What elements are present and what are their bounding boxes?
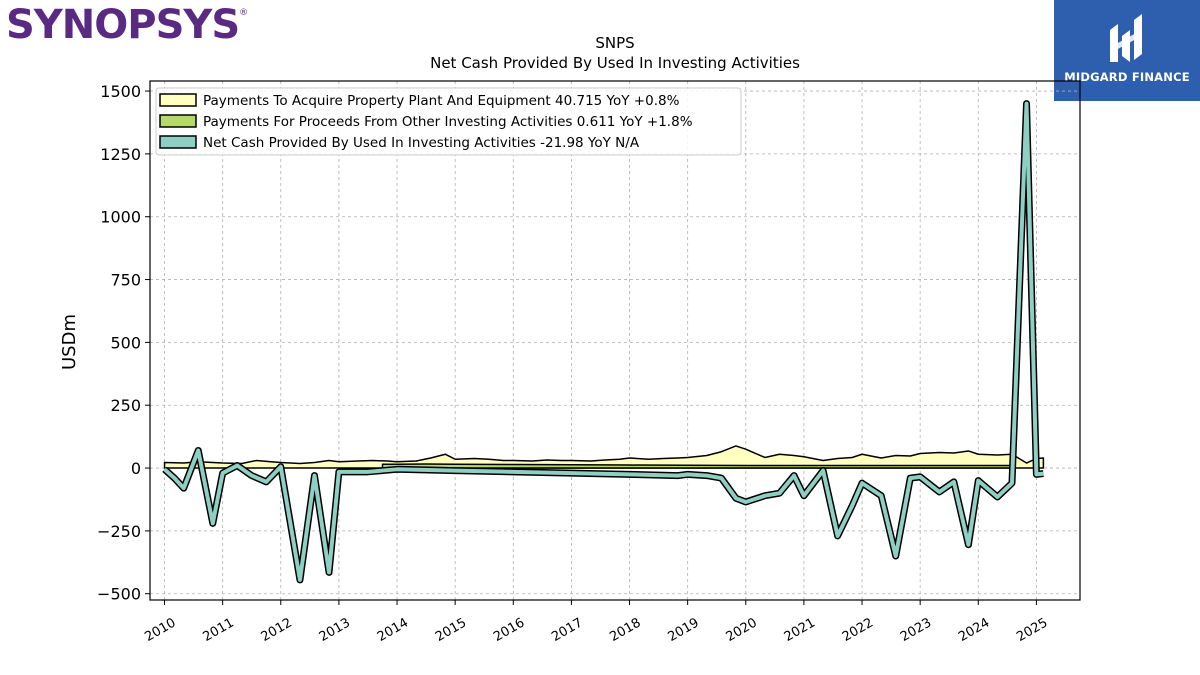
y-tick-label: 500 — [110, 333, 141, 352]
legend-label: Net Cash Provided By Used In Investing A… — [203, 135, 640, 151]
y-tick-label: 1000 — [100, 208, 141, 227]
y-tick-label: −500 — [97, 585, 141, 604]
series-area-other-investing — [381, 463, 1013, 469]
series-outline-net-cash — [162, 100, 1044, 584]
chart-title: SNPS — [595, 34, 634, 52]
series-area-capex — [163, 445, 1045, 469]
legend-label: Payments For Proceeds From Other Investi… — [203, 114, 693, 130]
legend-box — [155, 87, 742, 156]
y-tick-label: 1500 — [100, 82, 141, 101]
x-tick-label: 2018 — [607, 615, 643, 645]
midgard-finance-badge: MIDGARD FINANCE — [1054, 0, 1200, 101]
legend-swatch — [159, 135, 197, 149]
x-tick-label: 2011 — [200, 615, 236, 645]
x-tick-label: 2019 — [665, 615, 701, 645]
y-tick-label: 750 — [110, 271, 141, 290]
x-tick-label: 2016 — [491, 615, 527, 645]
legend-label: Payments To Acquire Property Plant And E… — [203, 93, 680, 109]
x-tick-label: 2023 — [898, 615, 934, 645]
x-tick-label: 2015 — [433, 615, 469, 645]
y-tick-label: 0 — [131, 459, 141, 478]
legend-swatch — [159, 93, 197, 107]
series-line-net-cash — [163, 101, 1044, 582]
chart-subtitle: Net Cash Provided By Used In Investing A… — [430, 54, 800, 72]
plot-area — [162, 100, 1045, 584]
x-axis: 2010 2011 2012 2013 2014 2015 2016 2017 2018 2019… — [142, 600, 1050, 645]
legend-swatch — [159, 114, 197, 128]
midgard-finance-label: MIDGARD FINANCE — [1064, 70, 1190, 84]
x-tick-label: 2012 — [259, 615, 295, 645]
y-tick-label: 250 — [110, 396, 141, 415]
y-axis-label: USDm — [59, 314, 80, 370]
x-tick-label: 2017 — [549, 615, 585, 645]
x-tick-label: 2014 — [375, 615, 411, 645]
x-tick-label: 2025 — [1014, 615, 1050, 645]
x-tick-label: 2013 — [317, 615, 353, 645]
x-tick-label: 2020 — [724, 615, 760, 645]
y-tick-label: −250 — [97, 522, 141, 541]
x-tick-label: 2024 — [956, 615, 992, 645]
midgard-logo-icon — [1110, 14, 1142, 62]
legend: Payments To Acquire Property Plant And E… — [155, 87, 742, 156]
x-tick-label: 2010 — [142, 615, 178, 645]
plot-frame — [149, 80, 1081, 601]
y-tick-label: 1250 — [100, 145, 141, 164]
synopsys-logo: SYNOPSYS® — [6, 2, 248, 48]
x-tick-label: 2021 — [782, 615, 818, 645]
x-tick-label: 2022 — [840, 615, 876, 645]
y-axis: 1500 1250 1000 750 500 250 0 −250 −500 — [97, 82, 150, 604]
